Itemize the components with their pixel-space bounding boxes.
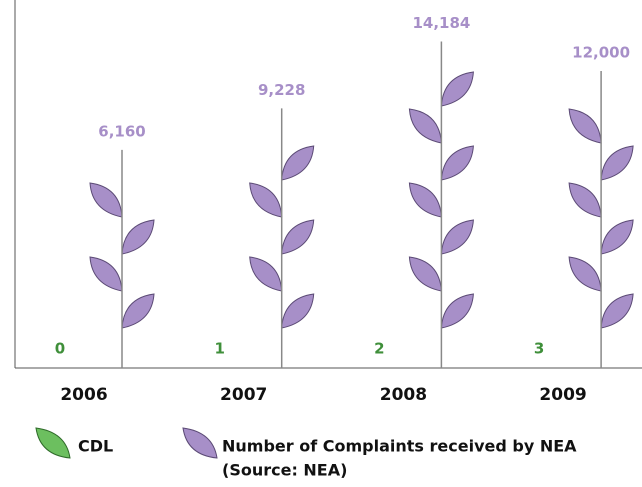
leaf <box>89 256 123 292</box>
x-tick-label: 2006 <box>60 385 107 405</box>
leaf <box>121 219 155 255</box>
x-tick-label: 2008 <box>380 385 427 405</box>
legend-swatch <box>35 427 71 459</box>
value-label: 9,228 <box>258 81 305 99</box>
leaf <box>408 182 442 218</box>
value-label: 14,184 <box>412 14 470 32</box>
leaf <box>440 71 474 107</box>
leaf <box>408 256 442 292</box>
legend-label: CDL <box>78 437 113 456</box>
leaf <box>408 108 442 144</box>
legend-swatch <box>182 427 218 459</box>
leaf <box>440 145 474 181</box>
plant <box>568 108 634 329</box>
leaf <box>600 293 634 329</box>
x-tick-label: 2009 <box>539 385 586 405</box>
leaf <box>600 219 634 255</box>
leaf <box>568 182 602 218</box>
leaf <box>89 182 123 218</box>
plant <box>249 145 315 329</box>
leaf <box>440 219 474 255</box>
leaf <box>281 145 315 181</box>
legend-source: (Source: NEA) <box>222 461 347 480</box>
legend-label: Number of Complaints received by NEA <box>222 437 577 456</box>
plant <box>89 182 155 329</box>
leaf <box>440 293 474 329</box>
cdl-label: 0 <box>55 340 65 358</box>
value-label: 12,000 <box>572 44 630 62</box>
leaf <box>121 293 155 329</box>
leaf <box>568 256 602 292</box>
leaf <box>249 182 283 218</box>
plant <box>408 71 474 329</box>
leaf <box>568 108 602 144</box>
leaf <box>281 219 315 255</box>
x-tick-label: 2007 <box>220 385 267 405</box>
cdl-label: 3 <box>534 340 544 358</box>
leaf <box>600 145 634 181</box>
leaf <box>249 256 283 292</box>
cdl-label: 2 <box>374 340 384 358</box>
cdl-label: 1 <box>214 340 224 358</box>
leaf <box>281 293 315 329</box>
value-label: 6,160 <box>98 122 145 140</box>
